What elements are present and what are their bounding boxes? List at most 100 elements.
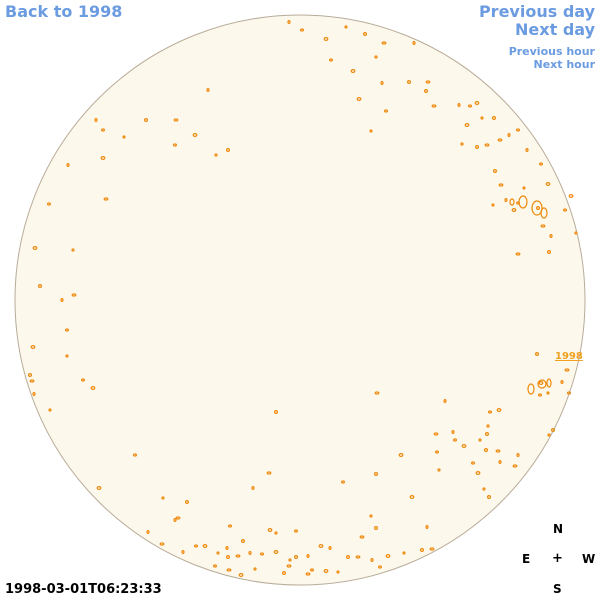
contour-mark [159,542,165,546]
contour-mark [566,391,571,395]
contour-mark [100,128,105,132]
contour-mark [359,535,365,539]
contour-mark [471,461,476,465]
contour-mark [100,156,106,161]
next-day-link[interactable]: Next day [515,20,595,39]
contour-mark [374,55,378,59]
contour-mark [540,224,546,228]
contour-mark [228,524,233,528]
contour-mark [66,163,70,168]
contour-mark [424,88,429,93]
contour-mark [144,117,149,122]
contour-mark [516,453,520,458]
contour-mark [363,31,368,36]
contour-mark [385,553,391,558]
contour-mark [60,298,64,303]
contour-mark [173,143,178,147]
contour-mark [103,197,109,201]
active-region-contour [509,198,515,206]
contour-mark [267,527,273,532]
contour-mark [369,514,373,518]
active-region-contour [531,200,543,216]
contour-mark [29,379,35,383]
contour-mark [71,248,75,252]
contour-mark [274,531,278,535]
previous-hour-link[interactable]: Previous hour [508,45,595,58]
contour-mark [535,206,540,211]
active-region-label[interactable]: 1998 [555,351,583,362]
contour-mark [504,198,508,203]
contour-mark [226,554,231,559]
magnetic-contours [28,20,578,577]
contour-mark [511,208,517,213]
compass-west: W [582,552,596,566]
contour-mark [409,495,415,500]
contour-mark [498,460,502,465]
active-region-contour [537,379,547,389]
active-region-contour [518,195,528,209]
compass-south: S [553,582,562,596]
compass-center-icon: + [552,551,563,566]
contour-mark [37,284,42,289]
contour-mark [305,572,311,576]
solar-disk-circle [14,14,586,586]
contour-mark [435,450,440,454]
contour-mark [274,410,279,415]
previous-day-link[interactable]: Previous day [478,2,595,21]
contour-mark [488,410,493,414]
contour-mark [225,545,229,550]
contour-mark [46,202,51,206]
contour-mark [480,116,484,120]
contour-mark [384,109,389,113]
next-hour-link[interactable]: Next hour [533,58,596,71]
contour-mark [64,328,69,332]
contour-mark [226,148,231,153]
contour-mark [273,549,279,554]
contour-mark [451,430,455,435]
contour-mark [65,354,69,358]
contour-mark [346,554,351,559]
contour-mark [248,550,252,555]
contour-mark [564,368,570,372]
contour-mark [538,162,543,166]
contour-mark [493,169,498,174]
contour-mark [329,58,334,62]
contour-mark [443,399,447,404]
contour-mark [300,28,305,32]
contour-mark [487,495,492,500]
contour-mark [253,567,257,571]
contour-mark [235,554,241,558]
contour-mark [538,381,544,386]
contour-mark [549,234,553,239]
compass-north: N [553,522,564,536]
contour-mark [344,25,348,29]
contour-mark [48,408,52,412]
contour-mark [90,386,96,391]
contour-mark [381,41,387,45]
contour-mark [323,36,329,41]
contour-mark [286,564,292,568]
contour-mark [122,135,126,139]
contour-mark [574,231,578,235]
contour-mark [32,392,36,397]
contour-mark [475,471,481,476]
active-region-contour [527,383,535,395]
contour-mark [457,102,461,107]
contour-mark [282,570,287,575]
contour-mark [206,87,210,92]
contour-mark [71,293,77,297]
contour-mark [238,572,244,577]
contour-mark [495,449,501,453]
contour-mark [30,345,36,350]
contour-mark [146,529,150,534]
contour-mark [484,143,490,147]
contour-mark [341,480,346,484]
contour-mark [468,104,473,108]
contour-mark [461,444,467,449]
contour-mark [380,80,384,85]
contour-mark [241,538,246,543]
back-to-year-link[interactable]: Back to 1998 [5,2,123,21]
contour-mark [133,453,138,457]
contour-mark [547,433,551,437]
contour-mark [484,448,489,453]
